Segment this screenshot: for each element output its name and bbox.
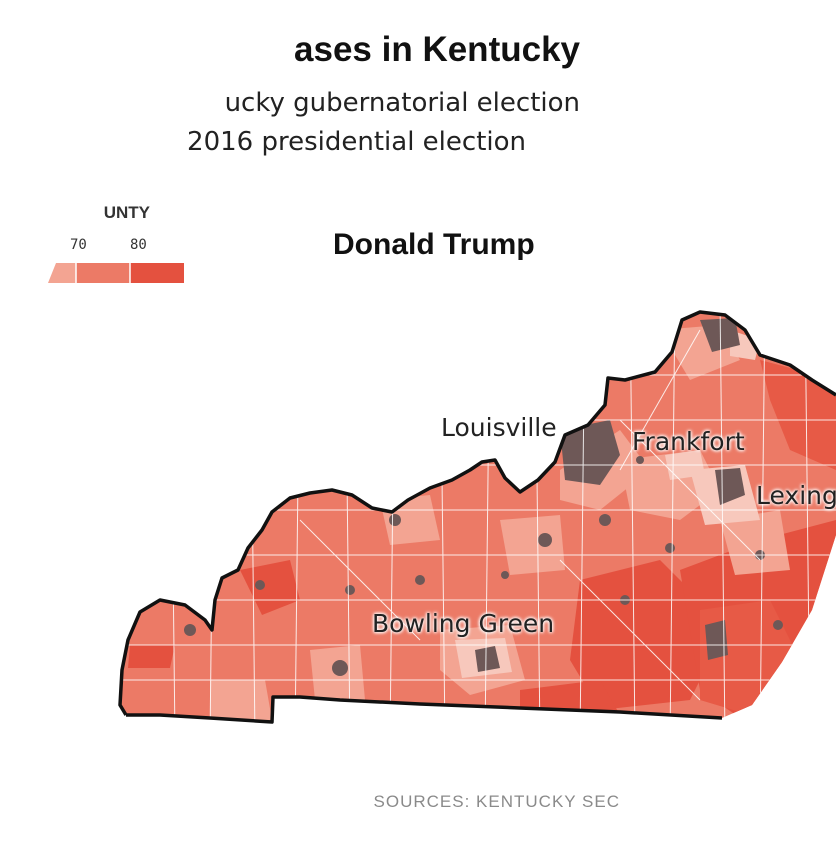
county-fills: [120, 312, 836, 722]
kentucky-county-map: [118, 310, 836, 724]
map-candidate-title: Donald Trump: [333, 228, 535, 261]
legend-color-scale: [48, 263, 184, 283]
city-label-frankfort: Frankfort: [632, 427, 745, 456]
sources-credit: SOURCES: KENTUCKY SEC: [373, 792, 620, 811]
legend-title: UNTY: [103, 203, 150, 222]
chart-title: ases in Kentucky: [294, 30, 580, 69]
legend-swatch-high: [130, 263, 184, 283]
subtitle-line-2: 2016 presidential election: [187, 127, 526, 157]
legend-tick-70: 70: [70, 237, 87, 253]
city-label-lexington: Lexing: [756, 481, 836, 510]
city-label-louisville: Louisville: [441, 413, 557, 442]
subtitle-line-1: ucky gubernatorial election: [224, 88, 580, 118]
legend-swatch-mid: [76, 263, 130, 283]
legend-tick-80: 80: [130, 237, 147, 253]
legend-swatch-low: [48, 263, 76, 283]
kentucky-state-border: [118, 310, 836, 724]
city-label-bowling-green: Bowling Green: [372, 609, 555, 638]
